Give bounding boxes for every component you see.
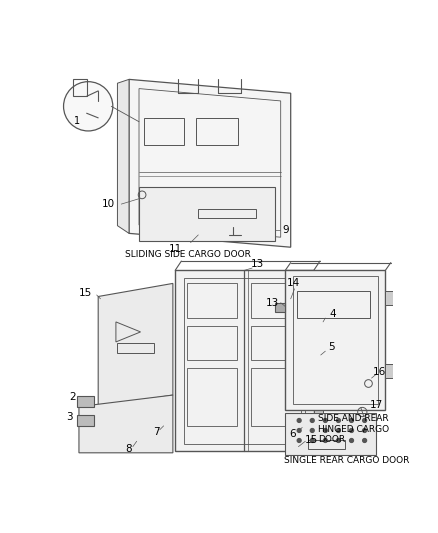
Bar bbox=[175, 270, 314, 451]
Text: 14: 14 bbox=[286, 278, 300, 288]
Text: 16: 16 bbox=[373, 367, 386, 377]
Text: 7: 7 bbox=[152, 427, 159, 437]
Text: 17: 17 bbox=[370, 400, 383, 410]
Bar bbox=[275, 303, 285, 312]
Circle shape bbox=[297, 418, 301, 422]
Polygon shape bbox=[117, 79, 129, 233]
Bar bbox=[308, 440, 346, 449]
Text: SINGLE REAR CARGO DOOR: SINGLE REAR CARGO DOOR bbox=[284, 456, 409, 465]
Circle shape bbox=[350, 429, 353, 432]
Text: 4: 4 bbox=[330, 309, 336, 319]
Circle shape bbox=[297, 429, 301, 432]
Polygon shape bbox=[285, 413, 376, 455]
Bar bbox=[314, 345, 323, 360]
Bar bbox=[285, 270, 385, 410]
Bar bbox=[117, 343, 155, 353]
Bar bbox=[187, 326, 237, 360]
Polygon shape bbox=[139, 187, 276, 241]
Text: 6: 6 bbox=[290, 429, 297, 439]
Bar bbox=[314, 291, 323, 306]
Circle shape bbox=[336, 439, 340, 442]
Bar bbox=[78, 396, 94, 407]
Bar bbox=[293, 277, 378, 405]
Circle shape bbox=[336, 429, 340, 432]
Text: 15: 15 bbox=[78, 288, 92, 298]
Bar bbox=[187, 368, 237, 426]
Text: 10: 10 bbox=[102, 199, 115, 209]
Bar bbox=[314, 403, 323, 418]
Polygon shape bbox=[129, 79, 291, 247]
Circle shape bbox=[350, 418, 353, 422]
Text: 3: 3 bbox=[67, 411, 73, 422]
Bar bbox=[251, 284, 301, 318]
Polygon shape bbox=[79, 395, 173, 453]
Circle shape bbox=[363, 418, 367, 422]
Circle shape bbox=[363, 429, 367, 432]
Text: 13: 13 bbox=[251, 259, 264, 269]
Circle shape bbox=[64, 82, 113, 131]
Bar bbox=[297, 291, 370, 318]
Text: 2: 2 bbox=[70, 392, 76, 401]
Text: SLIDING SIDE CARGO DOOR: SLIDING SIDE CARGO DOOR bbox=[125, 251, 251, 260]
Circle shape bbox=[297, 439, 301, 442]
Bar bbox=[251, 326, 301, 360]
Circle shape bbox=[350, 439, 353, 442]
Bar bbox=[184, 278, 304, 443]
Bar bbox=[385, 364, 395, 378]
Text: 5: 5 bbox=[328, 342, 335, 352]
Bar bbox=[187, 284, 237, 318]
Circle shape bbox=[363, 439, 367, 442]
Circle shape bbox=[311, 418, 314, 422]
Bar bbox=[198, 209, 256, 218]
Text: 13: 13 bbox=[266, 297, 279, 308]
Bar bbox=[196, 118, 238, 145]
Bar bbox=[251, 368, 301, 426]
Circle shape bbox=[323, 429, 327, 432]
Bar bbox=[145, 118, 184, 145]
Circle shape bbox=[336, 418, 340, 422]
Bar bbox=[78, 415, 94, 426]
Text: SIDE AND REAR
HINGED CARGO
DOOR: SIDE AND REAR HINGED CARGO DOOR bbox=[318, 414, 389, 444]
Circle shape bbox=[311, 429, 314, 432]
Bar bbox=[73, 79, 87, 96]
Text: 1: 1 bbox=[74, 116, 81, 126]
Bar bbox=[385, 291, 395, 305]
Text: 8: 8 bbox=[126, 444, 132, 454]
Polygon shape bbox=[98, 284, 173, 407]
Text: 15: 15 bbox=[305, 435, 318, 445]
Circle shape bbox=[323, 439, 327, 442]
Circle shape bbox=[311, 439, 314, 442]
Circle shape bbox=[323, 418, 327, 422]
Text: 11: 11 bbox=[169, 244, 182, 254]
Text: 9: 9 bbox=[282, 224, 289, 235]
